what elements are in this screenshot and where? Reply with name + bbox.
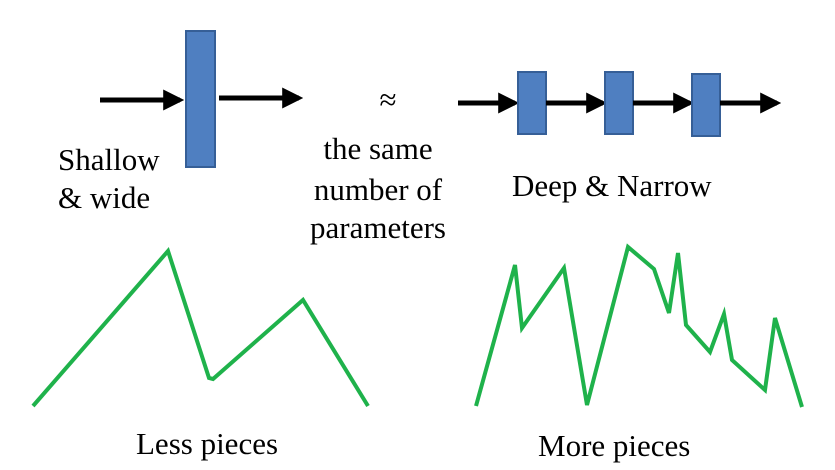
less-pieces-label: Less pieces xyxy=(136,426,279,461)
deep-narrow-label: Deep & Narrow xyxy=(512,168,712,203)
same-params-line2: number of xyxy=(313,172,443,207)
wide-layer-block xyxy=(185,30,216,168)
narrow-layer-block xyxy=(517,71,547,135)
shallow-network xyxy=(100,30,304,168)
shallow-label-line1: Shallow xyxy=(58,142,160,177)
same-params-line3: parameters xyxy=(310,210,446,245)
narrow-layer-block xyxy=(604,71,634,135)
shallow-label-line2: & wide xyxy=(58,180,151,215)
deep-network xyxy=(458,71,782,137)
more-pieces-label: More pieces xyxy=(538,428,691,463)
narrow-layer-block xyxy=(691,73,721,137)
approx-symbol: ≈ xyxy=(379,82,397,117)
more-pieces-curve xyxy=(474,243,804,408)
same-params-line1: the same xyxy=(323,131,433,166)
less-pieces-curve xyxy=(31,247,370,408)
